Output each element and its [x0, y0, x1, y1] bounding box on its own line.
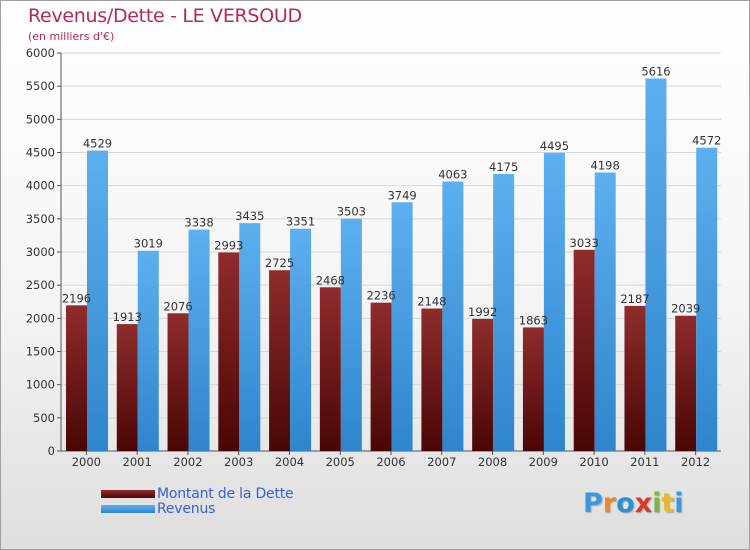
data-label-debt-2012: 2039 [671, 302, 700, 316]
x-tick-label: 2009 [529, 455, 558, 469]
logo-letter: i [652, 488, 662, 519]
data-label-debt-2002: 2076 [163, 299, 192, 313]
legend-swatch-revenus [101, 505, 155, 513]
data-label-revenus-2004: 3351 [286, 215, 315, 229]
data-label-debt-2008: 1992 [468, 305, 497, 319]
x-tick-label: 2008 [478, 455, 507, 469]
y-tick-label: 2500 [26, 278, 55, 292]
logo-letter: r [602, 488, 617, 519]
bar-revenus-2008 [493, 174, 515, 451]
x-tick-label: 2012 [681, 455, 710, 469]
proxiti-logo: Proxiti [583, 488, 684, 519]
data-label-revenus-2009: 4495 [540, 139, 569, 153]
y-tick-label: 0 [48, 444, 55, 458]
legend-label-revenus: Revenus [157, 501, 216, 517]
data-label-revenus-2007: 4063 [438, 167, 467, 181]
bar-debt-2002 [167, 313, 189, 451]
x-tick-label: 2007 [427, 455, 456, 469]
bar-revenus-2000 [87, 150, 108, 451]
bar-revenus-2012 [696, 147, 718, 451]
data-label-debt-2001: 1913 [113, 310, 142, 324]
chart-title: Revenus/Dette - LE VERSOUD [28, 5, 302, 27]
bar-debt-2011 [624, 305, 646, 451]
bar-debt-2004 [269, 270, 291, 451]
logo-letter: P [583, 488, 603, 519]
x-tick-label: 2000 [72, 455, 101, 469]
data-label-revenus-2001: 3019 [134, 237, 163, 251]
y-tick-label: 4000 [26, 179, 55, 193]
bar-debt-2008 [472, 318, 494, 451]
axes: 0 500 1000 1500 2000 2500 3000 3500 4000 4500 5000… [26, 46, 721, 469]
bar-revenus-2010 [594, 172, 616, 452]
y-tick-label: 6000 [26, 46, 55, 60]
data-label-debt-2011: 2187 [620, 292, 649, 306]
y-tick-label: 2000 [26, 311, 55, 325]
data-label-debt-2010: 3033 [570, 236, 599, 250]
data-label-debt-2006: 2236 [366, 289, 395, 303]
bar-revenus-2011 [645, 78, 667, 452]
y-tick-label: 5500 [26, 79, 55, 93]
bar-revenus-2001 [137, 250, 159, 451]
data-label-debt-2007: 2148 [417, 295, 446, 309]
legend-swatch-debt [101, 490, 155, 498]
data-label-debt-2005: 2468 [316, 273, 345, 287]
data-label-debt-2004: 2725 [265, 256, 294, 270]
logo-letter: t [661, 488, 675, 519]
bar-debt-2007 [421, 308, 443, 451]
bar-debt-2005 [319, 287, 341, 451]
data-label-revenus-2010: 4198 [591, 159, 620, 173]
y-tick-label: 500 [33, 411, 55, 425]
bar-revenus-2006 [391, 202, 413, 451]
data-label-revenus-2006: 3749 [387, 188, 416, 202]
logo-letter: i [674, 488, 684, 519]
data-label-debt-2000: 2196 [62, 291, 91, 305]
x-tick-label: 2004 [275, 455, 304, 469]
bar-debt-2000 [66, 305, 87, 451]
y-tick-label: 1000 [26, 378, 55, 392]
data-label-revenus-2008: 4175 [489, 160, 518, 174]
y-tick-label: 3500 [26, 212, 55, 226]
bar-debt-2009 [522, 327, 544, 451]
y-tick-label: 3000 [26, 245, 55, 259]
logo-letter: x [634, 488, 653, 519]
x-tick-label: 2006 [376, 455, 405, 469]
bar-debt-2012 [675, 315, 697, 451]
y-tick-label: 4500 [26, 146, 55, 160]
bar-revenus-2005 [340, 218, 362, 451]
x-tick-label: 2010 [579, 455, 608, 469]
bar-debt-2006 [370, 302, 392, 451]
data-label-revenus-2005: 3503 [337, 205, 366, 219]
x-tick-label: 2005 [326, 455, 355, 469]
y-tick-label: 1500 [26, 345, 55, 359]
data-label-revenus-2000: 4529 [83, 137, 112, 151]
bar-revenus-2009 [543, 152, 565, 451]
data-label-revenus-2002: 3338 [184, 216, 213, 230]
bar-debt-2001 [116, 324, 138, 451]
x-tick-label: 2001 [123, 455, 152, 469]
logo-letter: o [616, 488, 635, 519]
data-label-revenus-2003: 3435 [235, 209, 264, 223]
x-tick-label: 2011 [630, 455, 659, 469]
bar-revenus-2002 [188, 229, 210, 451]
bars [66, 78, 718, 452]
bar-debt-2003 [218, 252, 240, 451]
x-tick-label: 2003 [224, 455, 253, 469]
x-tick-label: 2002 [173, 455, 202, 469]
y-tick-label: 5000 [26, 112, 55, 126]
chart-subtitle: (en milliers d'€) [28, 30, 115, 43]
bar-revenus-2003 [239, 223, 261, 451]
data-label-debt-2009: 1863 [519, 313, 548, 327]
bar-revenus-2004 [290, 228, 312, 451]
bar-debt-2010 [573, 249, 595, 451]
data-label-revenus-2011: 5616 [641, 64, 670, 78]
data-label-debt-2003: 2993 [214, 238, 243, 252]
legend-label-debt: Montant de la Dette [157, 486, 294, 502]
bar-revenus-2007 [442, 181, 464, 451]
data-label-revenus-2012: 4572 [692, 134, 721, 148]
